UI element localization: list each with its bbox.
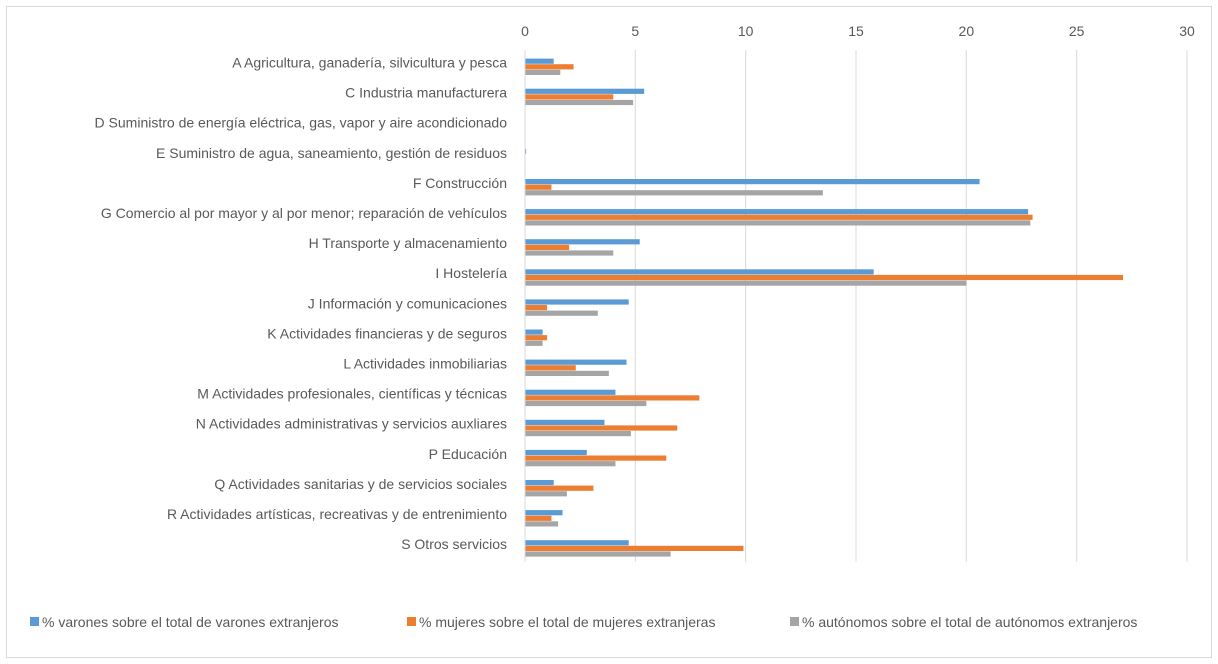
category-label: I Hostelería bbox=[435, 265, 507, 281]
bar-series-3 bbox=[525, 99, 634, 106]
category-label: A Agricultura, ganadería, silvicultura y… bbox=[232, 55, 507, 71]
bar-series-2 bbox=[525, 94, 614, 100]
bar-series-3 bbox=[525, 310, 598, 316]
category-label: G Comercio al por mayor y al por menor; … bbox=[101, 205, 507, 221]
bar-series-3 bbox=[525, 220, 1031, 226]
bar-series-2 bbox=[525, 305, 548, 311]
category-label: J Información y comunicaciones bbox=[308, 295, 507, 311]
bar-series-3 bbox=[525, 280, 967, 286]
x-tick-label: 0 bbox=[521, 23, 529, 39]
x-tick-label: 30 bbox=[1179, 23, 1195, 39]
bar-series-1 bbox=[525, 419, 605, 425]
x-tick-label: 15 bbox=[848, 23, 864, 39]
bar-series-3 bbox=[525, 340, 543, 346]
x-tick-label: 25 bbox=[1069, 23, 1085, 39]
bar-series-1 bbox=[525, 58, 554, 64]
category-label: L Actividades inmobiliarias bbox=[343, 356, 507, 372]
bar-series-3 bbox=[525, 250, 614, 256]
x-tick-label: 5 bbox=[631, 23, 639, 39]
category-label: N Actividades administrativas y servicio… bbox=[196, 416, 507, 432]
category-label: E Suministro de agua, saneamiento, gesti… bbox=[156, 145, 507, 161]
bar-series-1 bbox=[525, 359, 627, 365]
category-label: R Actividades artísticas, recreativas y … bbox=[167, 506, 507, 522]
bar-series-2 bbox=[525, 485, 594, 491]
bar-series-1 bbox=[525, 88, 645, 94]
bar-series-1 bbox=[525, 239, 640, 245]
bar-series-1 bbox=[525, 148, 527, 155]
bar-series-1 bbox=[525, 269, 874, 275]
bar-series-1 bbox=[525, 510, 563, 516]
bar-series-3 bbox=[525, 190, 823, 196]
bar-series-1 bbox=[525, 329, 543, 335]
x-tick-label: 20 bbox=[959, 23, 975, 39]
legend-label-1: % varones sobre el total de varones extr… bbox=[42, 614, 339, 630]
category-label: C Industria manufacturera bbox=[345, 85, 507, 101]
category-label: Q Actividades sanitarias y de servicios … bbox=[214, 476, 507, 492]
bar-series-2 bbox=[525, 545, 744, 551]
bar-series-3 bbox=[525, 521, 559, 527]
bar-series-2 bbox=[525, 425, 678, 431]
bar-series-1 bbox=[525, 299, 629, 305]
legend-swatch-2 bbox=[407, 617, 416, 626]
bar-series-3 bbox=[525, 370, 609, 376]
bar-series-3 bbox=[525, 400, 647, 407]
legend-label-3: % autónomos sobre el total de autónomos … bbox=[802, 614, 1137, 630]
bar-series-2 bbox=[525, 274, 1124, 281]
bar-series-2 bbox=[525, 244, 570, 250]
bar-series-1 bbox=[525, 389, 616, 395]
bar-series-3 bbox=[525, 461, 616, 467]
legend-swatch-3 bbox=[790, 617, 799, 626]
bar-series-2 bbox=[525, 64, 574, 70]
legend-label-2: % mujeres sobre el total de mujeres extr… bbox=[419, 614, 715, 630]
bar-series-2 bbox=[525, 515, 552, 521]
bar-series-2 bbox=[525, 184, 552, 190]
category-label: F Construcción bbox=[413, 175, 507, 191]
bar-series-2 bbox=[525, 365, 576, 371]
bar-series-3 bbox=[525, 551, 671, 557]
bar-series-2 bbox=[525, 335, 548, 341]
bar-series-1 bbox=[525, 449, 587, 456]
bar-series-3 bbox=[525, 431, 631, 437]
bar-series-1 bbox=[525, 540, 629, 546]
category-label: K Actividades financieras y de seguros bbox=[267, 325, 507, 341]
category-label: M Actividades profesionales, científicas… bbox=[197, 386, 507, 402]
bar-series-1 bbox=[525, 480, 554, 486]
bar-series-3 bbox=[525, 491, 567, 497]
bar-series-1 bbox=[525, 179, 980, 185]
category-label: H Transporte y almacenamiento bbox=[309, 235, 508, 251]
bar-series-2 bbox=[525, 395, 700, 401]
legend-swatch-1 bbox=[30, 617, 39, 626]
bar-series-1 bbox=[525, 209, 1029, 215]
bar-series-3 bbox=[525, 69, 561, 75]
category-label: S Otros servicios bbox=[401, 536, 507, 552]
bar-series-2 bbox=[525, 455, 667, 461]
category-label: P Educación bbox=[429, 446, 507, 462]
x-tick-label: 10 bbox=[738, 23, 754, 39]
bar-series-2 bbox=[525, 214, 1033, 220]
category-label: D Suministro de energía eléctrica, gas, … bbox=[95, 115, 508, 131]
